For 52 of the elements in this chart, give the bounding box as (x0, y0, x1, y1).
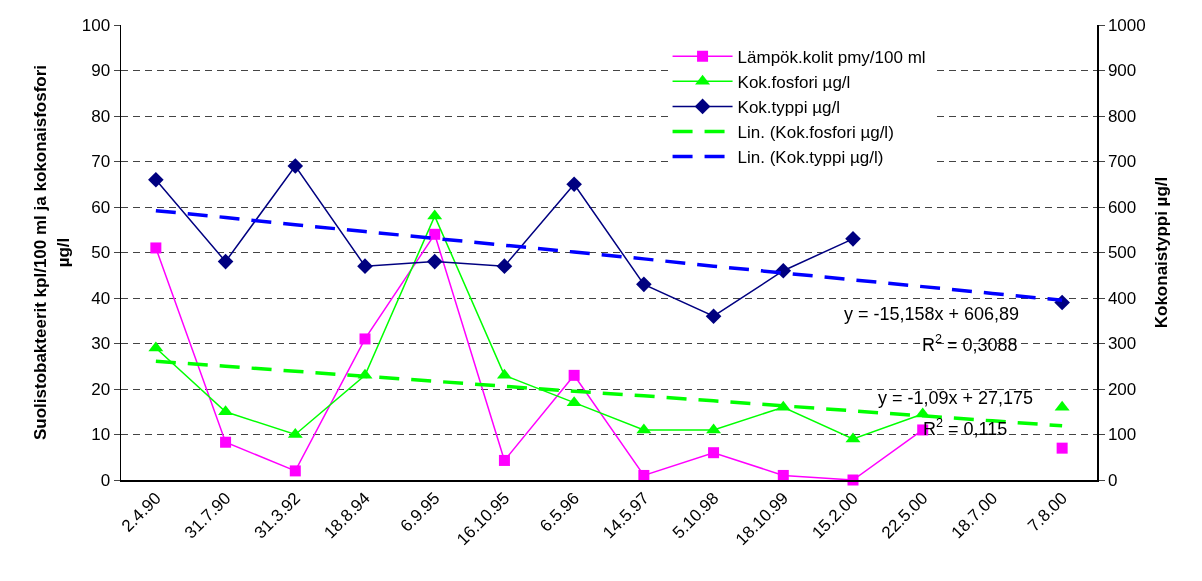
point (568, 369, 580, 381)
y-tick-label: 50 (91, 243, 111, 263)
point (566, 176, 582, 193)
point (148, 171, 164, 188)
point (1056, 442, 1068, 454)
point (705, 308, 722, 324)
point (289, 465, 301, 477)
point (496, 258, 513, 274)
point (150, 242, 162, 254)
y-tick-label: 40 (91, 288, 111, 308)
y-tick-label: 10 (91, 425, 111, 445)
y2-tick-label: 900 (1107, 61, 1137, 81)
point (426, 253, 443, 270)
y-tick-label: 90 (91, 61, 111, 81)
point (638, 469, 650, 481)
y-tick-label: 30 (91, 334, 111, 354)
point (287, 158, 304, 174)
y2-axis-title: Kokonaistyppi µg/l (1151, 176, 1171, 329)
point (777, 469, 789, 481)
legend-label: Lin. (Kok.typpi µg/l) (737, 148, 884, 168)
legend-label: Kok.typpi µg/l (737, 98, 840, 118)
y2-tick-label: 1000 (1107, 15, 1146, 35)
y2-tick-label: 100 (1107, 425, 1137, 445)
y2-tick-label: 600 (1107, 197, 1137, 217)
point (220, 436, 232, 448)
point (359, 333, 371, 345)
point (217, 253, 234, 270)
y2-tick-label: 200 (1107, 379, 1137, 399)
y-tick-label: 0 (100, 470, 111, 490)
y2-tick-label: 800 (1107, 106, 1137, 126)
y-tick-label: 20 (91, 379, 111, 399)
legend-label: Kok.fosfori µg/l (737, 72, 851, 92)
annotation: y = -1,09x + 27,175 (878, 388, 1034, 408)
y2-tick-label: 300 (1107, 334, 1137, 354)
y2-tick-label: 500 (1107, 243, 1137, 263)
y2-tick-label: 400 (1107, 288, 1137, 308)
y-tick-label: 100 (81, 15, 111, 35)
legend-label: Lämpök.kolit pmy/100 ml (737, 47, 926, 67)
y-axis-title: Suolistobakteerit kpl/100 ml ja kokonaisfosfori µg/l (31, 64, 73, 441)
y-tick-label: 80 (91, 106, 111, 126)
point (429, 228, 441, 240)
point (636, 276, 652, 293)
point (845, 231, 861, 247)
point (498, 454, 510, 466)
point (357, 258, 373, 274)
annotation: y = -15,158x + 606,89 (844, 304, 1020, 324)
y-tick-label: 60 (91, 197, 111, 217)
y2-tick-label: 0 (1107, 470, 1118, 490)
y-tick-label: 70 (91, 152, 111, 172)
y2-tick-label: 700 (1107, 152, 1137, 172)
point (708, 447, 720, 459)
legend-label: Lin. (Kok.fosfori µg/l) (737, 123, 894, 143)
